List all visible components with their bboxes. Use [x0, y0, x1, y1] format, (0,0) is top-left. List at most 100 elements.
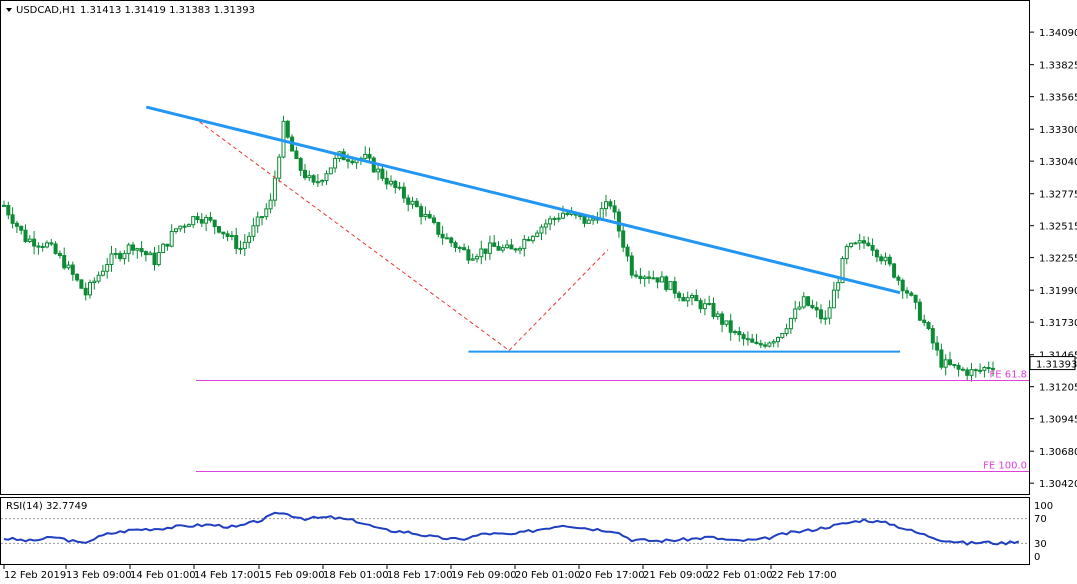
candles-layer — [2, 115, 995, 382]
candle — [737, 326, 742, 342]
candle — [505, 239, 510, 249]
candle — [182, 223, 187, 234]
time-tick-label: 18 Feb 01:00 — [323, 570, 389, 581]
current-price-label: 1.31393 — [1036, 360, 1077, 371]
candle — [758, 339, 763, 349]
time-tick-label: 22 Feb 01:00 — [707, 570, 773, 581]
candle — [767, 341, 772, 348]
candle — [668, 281, 673, 290]
candle — [483, 248, 488, 261]
candle — [113, 247, 118, 259]
candle — [57, 250, 62, 259]
candle — [612, 200, 617, 220]
candle — [100, 264, 105, 277]
candle — [836, 277, 841, 299]
candle — [745, 331, 750, 346]
collapse-arrow-icon[interactable] — [6, 8, 12, 12]
time-tick-label: 14 Feb 01:00 — [130, 570, 196, 581]
candle — [479, 240, 484, 265]
candle — [272, 170, 277, 207]
candle — [681, 293, 686, 302]
candle — [122, 250, 127, 265]
price-tick-label: 1.33300 — [1039, 125, 1077, 136]
candle — [935, 336, 940, 356]
candle — [380, 166, 385, 182]
candle — [788, 317, 793, 334]
candle — [131, 241, 135, 256]
candle — [457, 245, 462, 253]
candle — [389, 175, 393, 187]
candle — [169, 224, 174, 248]
price-tick-label: 1.30420 — [1039, 479, 1077, 490]
candle — [281, 115, 286, 159]
candle — [126, 242, 131, 262]
candle — [685, 291, 690, 307]
candle — [427, 210, 432, 219]
candle — [518, 246, 522, 255]
candle — [70, 261, 75, 281]
candle — [229, 231, 234, 241]
candle — [664, 275, 669, 292]
current-price-marker: 1.31393 — [1029, 356, 1077, 371]
candle — [543, 219, 548, 235]
candle — [135, 247, 140, 259]
candle — [277, 153, 282, 183]
candle — [161, 242, 166, 254]
candle — [776, 336, 780, 348]
candle — [105, 257, 110, 279]
time-tick-label: 18 Feb 17:00 — [387, 570, 453, 581]
candle — [900, 278, 905, 299]
candle — [548, 215, 553, 231]
candle — [139, 241, 144, 257]
rsi-level-100: 100 — [1034, 501, 1053, 512]
candle — [156, 245, 161, 267]
price-tick-label: 1.32255 — [1039, 254, 1077, 265]
candle — [62, 247, 67, 270]
fib-level-label: FE 61.8 — [989, 370, 1027, 381]
time-tick-label: 22 Feb 17:00 — [771, 570, 837, 581]
candle — [242, 234, 247, 257]
candle — [436, 221, 441, 238]
candle — [208, 212, 213, 223]
candle — [217, 226, 221, 234]
candle — [586, 217, 591, 224]
candle — [384, 170, 389, 190]
candle — [32, 231, 37, 255]
fibo-expansion-dashed — [508, 249, 609, 351]
candle — [66, 261, 71, 270]
candle — [556, 212, 561, 223]
candle — [328, 167, 333, 175]
candle — [939, 343, 944, 370]
time-tick-label: 14 Feb 17:00 — [194, 570, 260, 581]
price-tick-label: 1.30680 — [1039, 447, 1077, 458]
candle — [905, 287, 909, 299]
candle — [255, 211, 260, 233]
time-tick-label: 12 Feb 2019 — [4, 570, 66, 581]
candle — [92, 277, 97, 290]
candle — [862, 236, 866, 249]
price-tick-label: 1.31205 — [1039, 383, 1077, 394]
candle — [814, 301, 819, 318]
price-tick-label: 1.30945 — [1039, 415, 1077, 426]
candle — [311, 174, 316, 186]
candle — [79, 279, 84, 289]
candle — [879, 254, 884, 265]
candle — [23, 224, 28, 243]
candle — [264, 203, 269, 220]
candle — [49, 238, 54, 246]
candle — [625, 244, 630, 262]
candle — [690, 292, 694, 306]
candle — [629, 252, 634, 279]
candle — [397, 181, 402, 191]
candle — [715, 311, 720, 320]
candle — [535, 230, 540, 238]
candle — [36, 242, 41, 255]
candle — [221, 231, 226, 240]
candle — [423, 206, 428, 221]
candle — [315, 174, 320, 187]
candle — [83, 282, 88, 301]
candle — [771, 339, 776, 348]
candle — [887, 254, 892, 267]
